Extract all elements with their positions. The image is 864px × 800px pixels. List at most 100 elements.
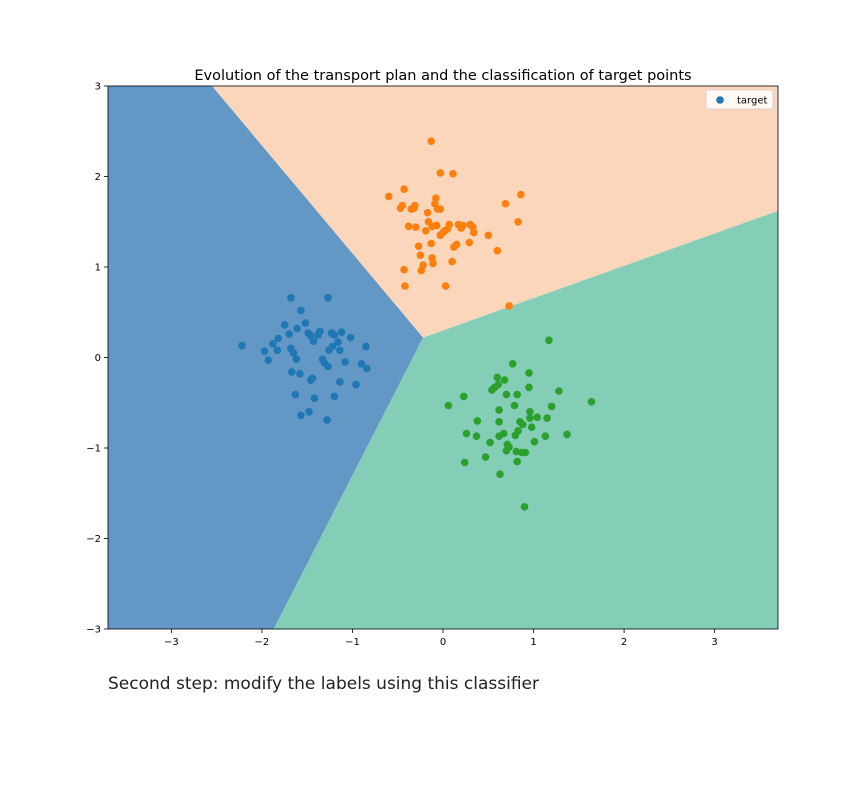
- x-tick-label: 3: [711, 637, 717, 648]
- data-point: [513, 457, 521, 466]
- data-point: [427, 239, 436, 248]
- x-tick-label: −3: [164, 637, 179, 648]
- data-point: [547, 402, 556, 411]
- data-point: [452, 240, 461, 249]
- data-point: [423, 208, 432, 217]
- data-point: [543, 414, 551, 422]
- x-tick-label: −1: [345, 637, 360, 648]
- data-point: [289, 349, 298, 357]
- plot-area: [107, 85, 779, 630]
- data-point: [495, 418, 503, 426]
- data-point: [470, 228, 478, 237]
- data-point: [288, 368, 296, 376]
- y-tick-label: −1: [86, 444, 101, 455]
- series-0: [238, 294, 371, 424]
- data-point: [407, 205, 416, 213]
- data-point: [563, 430, 571, 439]
- legend: target: [705, 89, 774, 110]
- legend-box: [705, 89, 774, 110]
- data-point: [297, 306, 305, 315]
- data-point: [514, 218, 522, 226]
- data-point: [414, 242, 423, 250]
- data-point: [502, 390, 511, 399]
- data-point: [525, 383, 533, 392]
- data-point: [530, 437, 539, 446]
- data-point: [495, 406, 503, 414]
- y-tick-label: 1: [95, 263, 101, 274]
- data-point: [260, 347, 269, 356]
- data-point: [526, 408, 534, 416]
- data-point: [527, 423, 536, 432]
- data-point: [291, 390, 300, 399]
- data-point: [269, 340, 277, 348]
- data-point: [330, 392, 339, 401]
- data-point: [398, 201, 407, 210]
- data-point: [429, 259, 437, 268]
- data-point: [505, 302, 513, 310]
- y-tick-label: 3: [95, 82, 101, 93]
- data-point: [444, 401, 453, 410]
- data-point: [445, 220, 454, 229]
- data-point: [436, 169, 445, 177]
- data-point: [545, 336, 553, 345]
- legend-marker: [716, 96, 724, 104]
- data-point: [436, 205, 445, 213]
- data-point: [416, 251, 425, 259]
- data-point: [525, 369, 533, 377]
- data-point: [459, 221, 467, 230]
- data-point: [400, 185, 408, 193]
- data-point: [500, 376, 509, 384]
- data-point: [481, 453, 490, 461]
- data-point: [533, 413, 541, 422]
- data-point: [513, 390, 521, 399]
- data-point: [328, 342, 337, 351]
- data-point: [448, 257, 456, 266]
- data-point: [494, 380, 503, 389]
- x-tick-label: 1: [530, 637, 536, 648]
- data-point: [264, 356, 273, 365]
- data-point: [316, 327, 324, 336]
- data-point: [327, 329, 336, 337]
- data-point: [308, 374, 317, 383]
- data-point: [274, 334, 283, 343]
- data-point: [473, 417, 482, 425]
- region-green: [273, 210, 778, 629]
- y-tick-label: −2: [86, 534, 101, 545]
- data-point: [587, 398, 596, 406]
- data-point: [273, 346, 282, 355]
- data-point: [460, 458, 469, 467]
- decision-regions: [108, 86, 778, 629]
- data-point: [412, 223, 420, 231]
- data-point: [555, 387, 563, 395]
- data-point: [493, 373, 502, 382]
- data-point: [292, 355, 301, 364]
- data-point: [484, 231, 493, 240]
- region-orange: [212, 86, 778, 338]
- data-point: [357, 360, 366, 368]
- data-point: [336, 346, 344, 355]
- data-point: [517, 190, 525, 199]
- x-axis: −3 −2 −1 0 1 2 3: [164, 629, 718, 648]
- data-point: [514, 427, 522, 435]
- data-point: [541, 432, 550, 441]
- data-point: [432, 194, 440, 202]
- data-point: [505, 443, 513, 451]
- chart-title: Evolution of the transport plan and the …: [194, 68, 691, 84]
- data-point: [334, 338, 342, 346]
- scatter-points: [238, 137, 596, 511]
- data-point: [363, 364, 371, 373]
- data-point: [486, 438, 494, 447]
- data-point: [287, 294, 295, 302]
- y-tick-label: 2: [95, 172, 101, 183]
- data-point: [465, 238, 474, 247]
- data-point: [310, 394, 319, 403]
- data-point: [401, 282, 409, 290]
- x-tick-label: 2: [621, 637, 627, 648]
- data-point: [510, 401, 519, 410]
- data-point: [419, 261, 427, 270]
- data-point: [432, 221, 441, 230]
- y-tick-label: −3: [86, 625, 101, 636]
- data-point: [301, 319, 310, 327]
- data-point: [337, 328, 346, 337]
- data-point: [352, 380, 360, 389]
